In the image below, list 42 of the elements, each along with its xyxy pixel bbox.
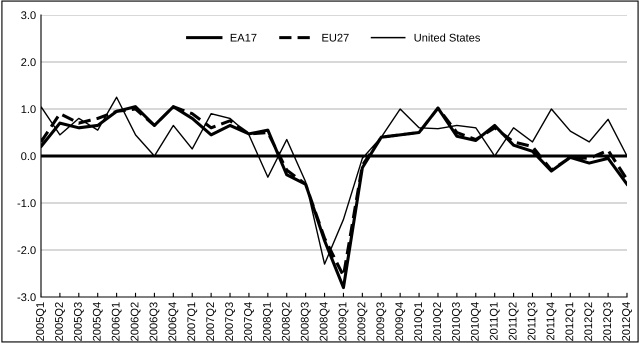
x-tick-label: 2011Q1 [490, 302, 500, 340]
x-tick-label: 2010Q2 [433, 302, 443, 341]
x-tick-label: 2008Q2 [282, 302, 292, 341]
legend-label: EU27 [322, 34, 349, 42]
x-tick-label: 2009Q4 [395, 302, 406, 341]
x-tick-label: 2007Q3 [225, 302, 236, 341]
x-tick-label: 2012Q1 [565, 302, 576, 341]
x-tick-label: 2011Q2 [508, 302, 519, 340]
x-tick-label: 2006Q3 [150, 302, 160, 341]
y-tick-label: -3.0 [17, 293, 36, 302]
x-tick-label: 2011Q4 [546, 302, 556, 340]
x-tick-label: 2005Q4 [92, 302, 103, 341]
x-tick-label: 2008Q4 [320, 302, 330, 341]
x-tick-label: 2005Q1 [36, 302, 46, 341]
x-tick-label: 2005Q2 [55, 302, 65, 341]
x-tick-label: 2008Q1 [262, 302, 273, 341]
legend-label: United States [414, 33, 480, 42]
y-tick-label: 0.0 [21, 152, 36, 160]
legend-label: EA17 [230, 34, 256, 42]
x-tick-label: 2011Q3 [528, 302, 538, 340]
y-tick-label: 2.0 [21, 58, 36, 66]
x-tick-label: 2012Q3 [603, 302, 614, 341]
x-tick-label: 2006Q1 [112, 302, 122, 341]
y-tick-label: 3.0 [21, 11, 36, 20]
x-tick-label: 2009Q3 [376, 302, 386, 341]
x-tick-label: 2010Q3 [452, 302, 462, 341]
y-tick-label: 1.0 [22, 105, 36, 114]
x-tick-label: 2012Q2 [584, 302, 594, 341]
x-tick-label: 2009Q2 [357, 302, 368, 341]
x-tick-label: 2007Q2 [206, 302, 216, 341]
x-tick-label: 2008Q3 [300, 302, 311, 341]
x-tick-label: 2007Q1 [187, 302, 198, 341]
x-tick-label: 2010Q1 [414, 302, 424, 341]
y-tick-label: -1.0 [17, 199, 36, 208]
x-tick-label: 2007Q4 [244, 302, 254, 341]
x-tick-label: 2012Q4 [622, 302, 632, 341]
x-tick-label: 2010Q4 [470, 302, 481, 341]
x-tick-label: 2006Q4 [168, 302, 178, 341]
x-tick-label: 2009Q1 [338, 302, 348, 341]
y-tick-label: -2.0 [17, 246, 36, 254]
x-tick-label: 2005Q3 [74, 302, 84, 341]
x-tick-label: 2006Q2 [130, 302, 140, 341]
